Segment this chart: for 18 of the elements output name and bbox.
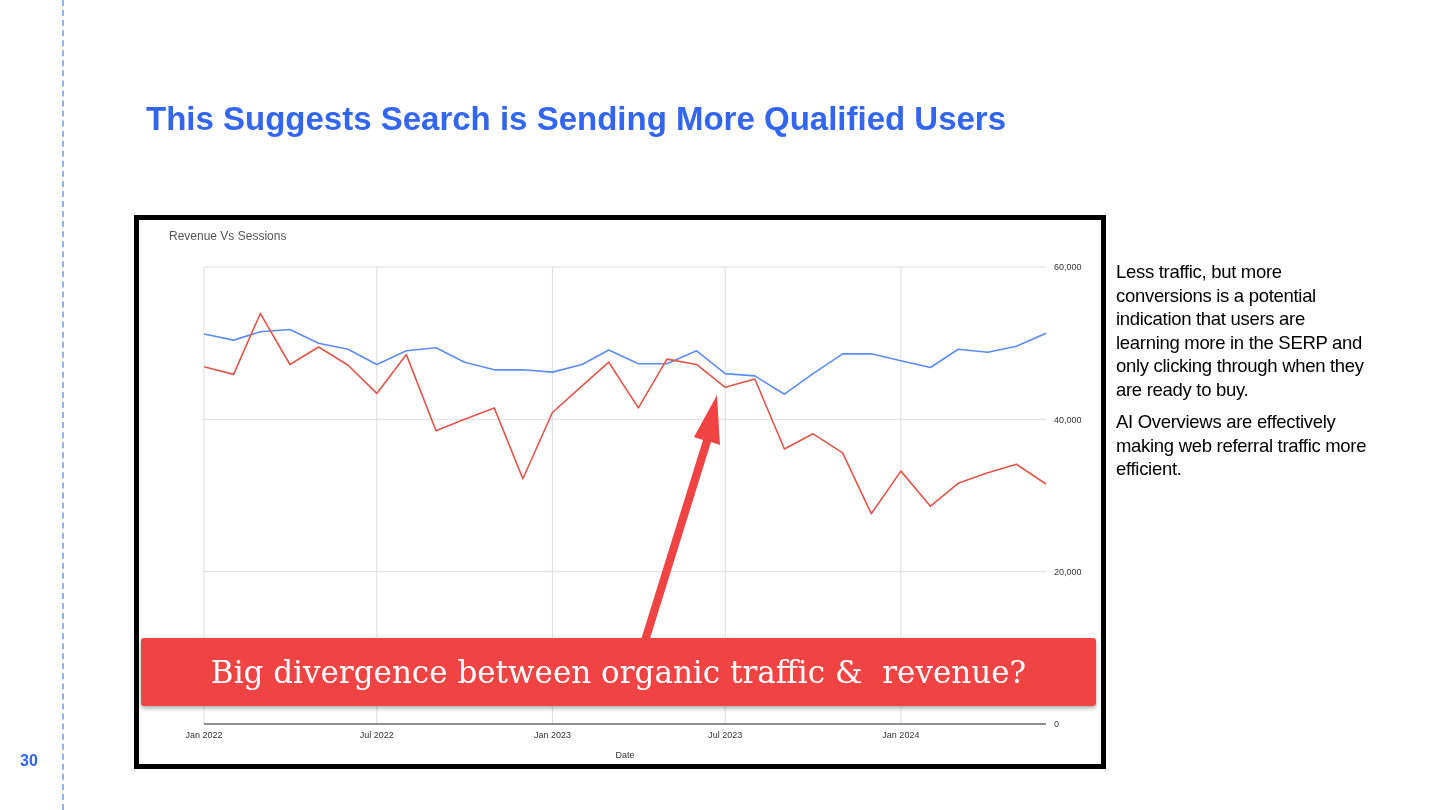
chart-subtitle: Revenue Vs Sessions: [169, 229, 287, 243]
callout-box: Big divergence between organic traffic & revenue?: [141, 638, 1096, 706]
x-tick-label: Jan 2023: [533, 730, 571, 741]
x-tick-label: Jan 2022: [185, 730, 223, 741]
chart-title: This Suggests Search is Sending More Qualified Users: [146, 100, 1007, 138]
text: AI Overviews are effectively making web referral traffic more efficient.: [1116, 410, 1368, 481]
text: 30: [20, 752, 38, 770]
y-tick-label: 40,000: [1054, 414, 1082, 425]
line-series: [204, 312, 1046, 515]
x-tick-label: Jul 2022: [359, 730, 394, 741]
y-tick-label: 20,000: [1054, 566, 1082, 577]
x-axis-title: Date: [615, 750, 635, 760]
y-tick-label: 60,000: [1054, 262, 1082, 273]
line-series: [204, 328, 1046, 395]
text: Less traffic, but more conversions is a potential indication that users are learning more in the SERP and only clicking through when they are ready to buy.: [1116, 260, 1365, 401]
x-tick-label: Jan 2024: [882, 730, 920, 741]
y-tick-label: 0: [1054, 719, 1060, 730]
x-tick-label: Jul 2023: [708, 730, 743, 741]
